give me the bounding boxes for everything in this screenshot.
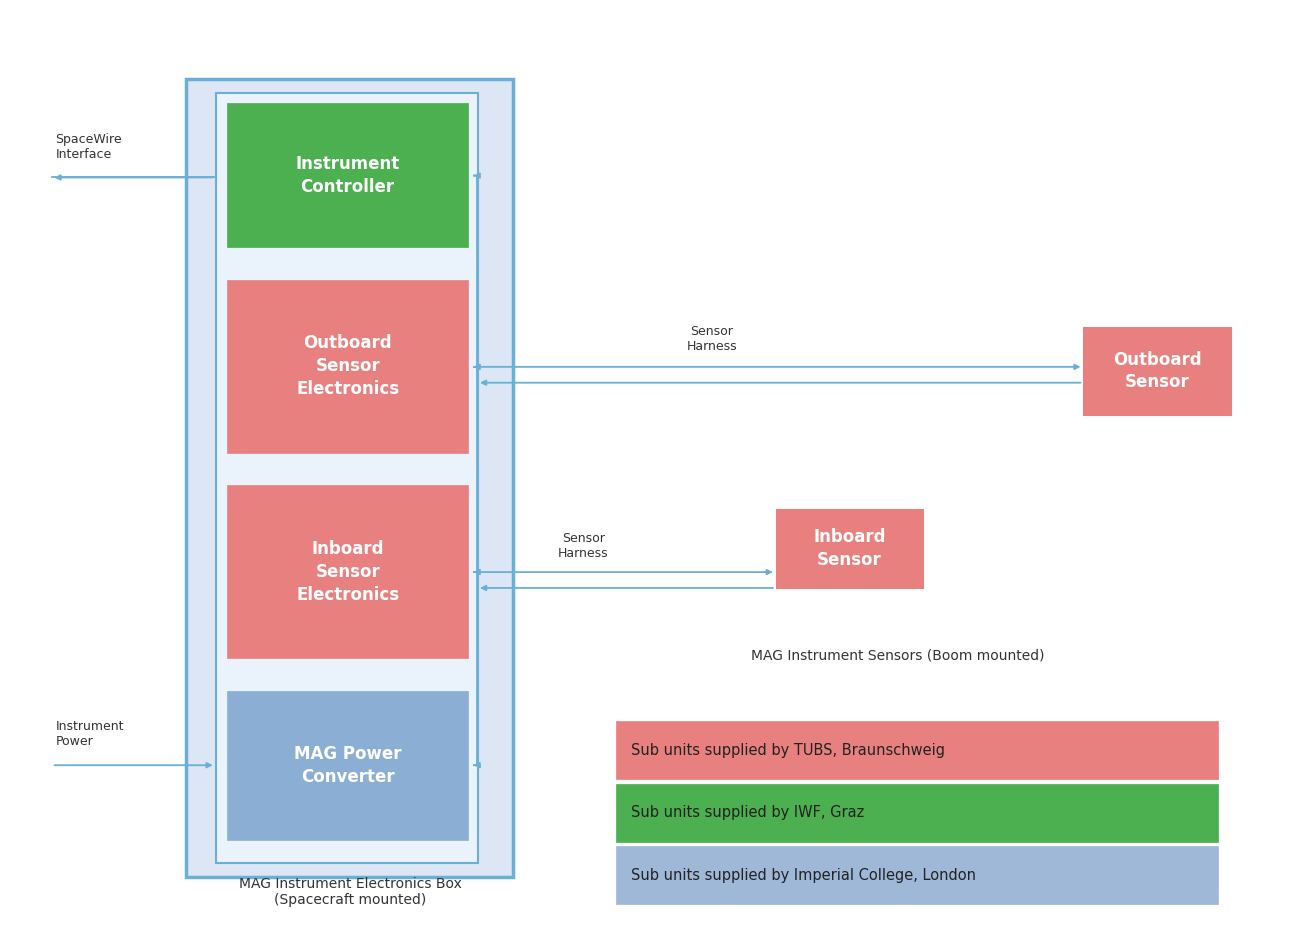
Text: Outboard
Sensor: Outboard Sensor — [1113, 350, 1202, 391]
Text: Sensor
Harness: Sensor Harness — [559, 532, 608, 560]
Text: Sub units supplied by IWF, Graz: Sub units supplied by IWF, Graz — [630, 805, 865, 821]
Text: Instrument
Controller: Instrument Controller — [296, 154, 400, 195]
FancyBboxPatch shape — [616, 722, 1218, 779]
Text: Sub units supplied by Imperial College, London: Sub units supplied by Imperial College, … — [630, 868, 976, 883]
FancyBboxPatch shape — [228, 690, 468, 840]
FancyBboxPatch shape — [228, 486, 468, 658]
FancyBboxPatch shape — [616, 846, 1218, 904]
FancyBboxPatch shape — [216, 93, 479, 863]
Text: Instrument
Power: Instrument Power — [55, 721, 124, 748]
FancyBboxPatch shape — [186, 80, 513, 877]
Text: Sub units supplied by TUBS, Braunschweig: Sub units supplied by TUBS, Braunschweig — [630, 743, 944, 758]
Text: Inboard
Sensor
Electronics: Inboard Sensor Electronics — [296, 540, 399, 604]
Text: Outboard
Sensor
Electronics: Outboard Sensor Electronics — [296, 334, 399, 398]
Text: MAG Instrument Sensors (Boom mounted): MAG Instrument Sensors (Boom mounted) — [751, 648, 1044, 663]
FancyBboxPatch shape — [228, 103, 468, 248]
Text: MAG Power
Converter: MAG Power Converter — [294, 744, 402, 785]
FancyBboxPatch shape — [1083, 327, 1231, 415]
FancyBboxPatch shape — [776, 508, 923, 588]
Text: SpaceWire
Interface: SpaceWire Interface — [55, 132, 122, 161]
Text: MAG Instrument Electronics Box
(Spacecraft mounted): MAG Instrument Electronics Box (Spacecra… — [239, 877, 462, 907]
FancyBboxPatch shape — [616, 783, 1218, 842]
Text: Inboard
Sensor: Inboard Sensor — [814, 527, 886, 568]
Text: Sensor
Harness: Sensor Harness — [687, 325, 736, 353]
FancyBboxPatch shape — [228, 280, 468, 453]
